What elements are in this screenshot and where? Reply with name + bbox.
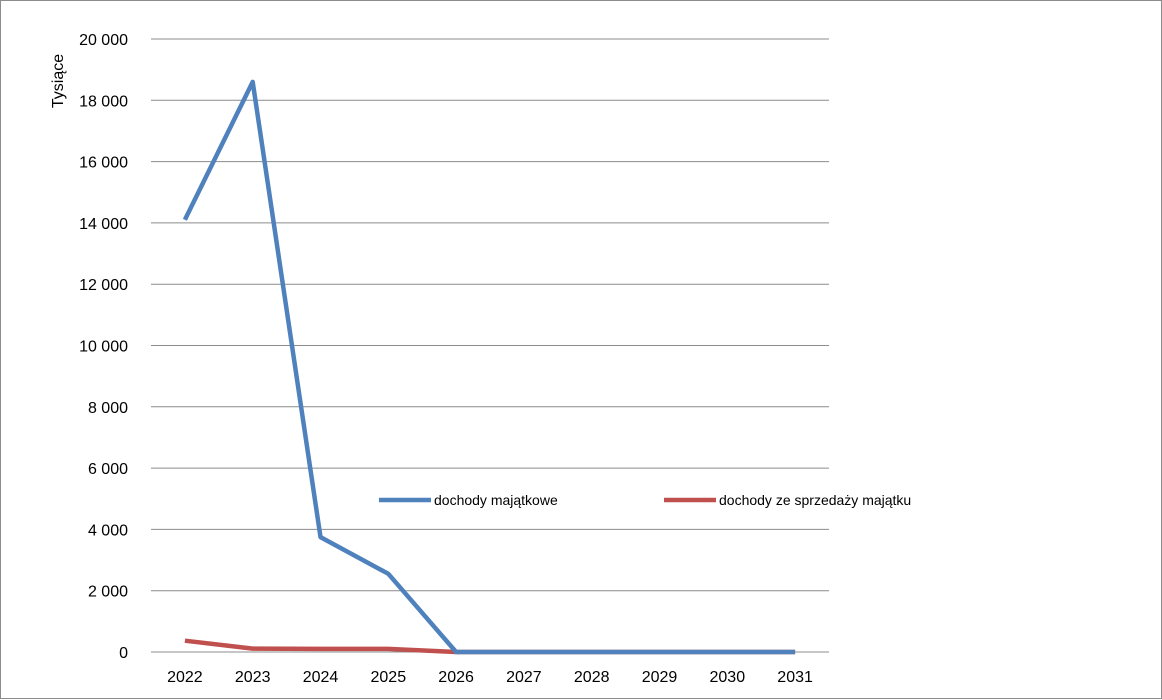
x-tick-label: 2022 xyxy=(167,669,203,686)
x-tick-label: 2024 xyxy=(303,669,339,686)
x-tick-label: 2028 xyxy=(574,669,610,686)
series-line-0 xyxy=(182,79,796,655)
y-tick-label: 4 000 xyxy=(88,522,128,539)
y-tick-label: 18 000 xyxy=(79,93,128,110)
x-tick-label: 2030 xyxy=(710,669,746,686)
y-tick-label: 10 000 xyxy=(79,339,128,356)
legend: dochody majątkowe dochody ze sprzedaży ma… xyxy=(379,492,911,508)
y-axis-tick-labels: 0 2 000 4 000 6 000 8 000 10 000 12 000 14 000 1… xyxy=(79,32,128,662)
y-tick-label: 8 000 xyxy=(88,400,128,417)
y-axis-title: Tysiące xyxy=(50,54,67,108)
y-tick-label: 16 000 xyxy=(79,155,128,172)
y-tick-label: 14 000 xyxy=(79,216,128,233)
y-tick-label: 2 000 xyxy=(88,584,128,601)
y-tick-label: 6 000 xyxy=(88,461,128,478)
x-tick-label: 2025 xyxy=(371,669,407,686)
x-tick-label: 2026 xyxy=(438,669,474,686)
y-tick-label: 20 000 xyxy=(79,32,128,49)
x-tick-label: 2027 xyxy=(506,669,542,686)
y-tick-label: 12 000 xyxy=(79,277,128,294)
gridlines xyxy=(151,38,829,653)
legend-label-0: dochody majątkowe xyxy=(434,492,558,508)
legend-label-1: dochody ze sprzedaży majątku xyxy=(719,492,911,508)
x-axis-tick-labels: 2022 2023 2024 2025 2026 2027 2028 2029 2030 2031 xyxy=(167,669,813,686)
x-tick-label: 2031 xyxy=(777,669,813,686)
x-tick-label: 2029 xyxy=(642,669,678,686)
x-tick-label: 2023 xyxy=(235,669,271,686)
series-lines xyxy=(182,79,796,655)
y-tick-label: 0 xyxy=(119,645,128,662)
